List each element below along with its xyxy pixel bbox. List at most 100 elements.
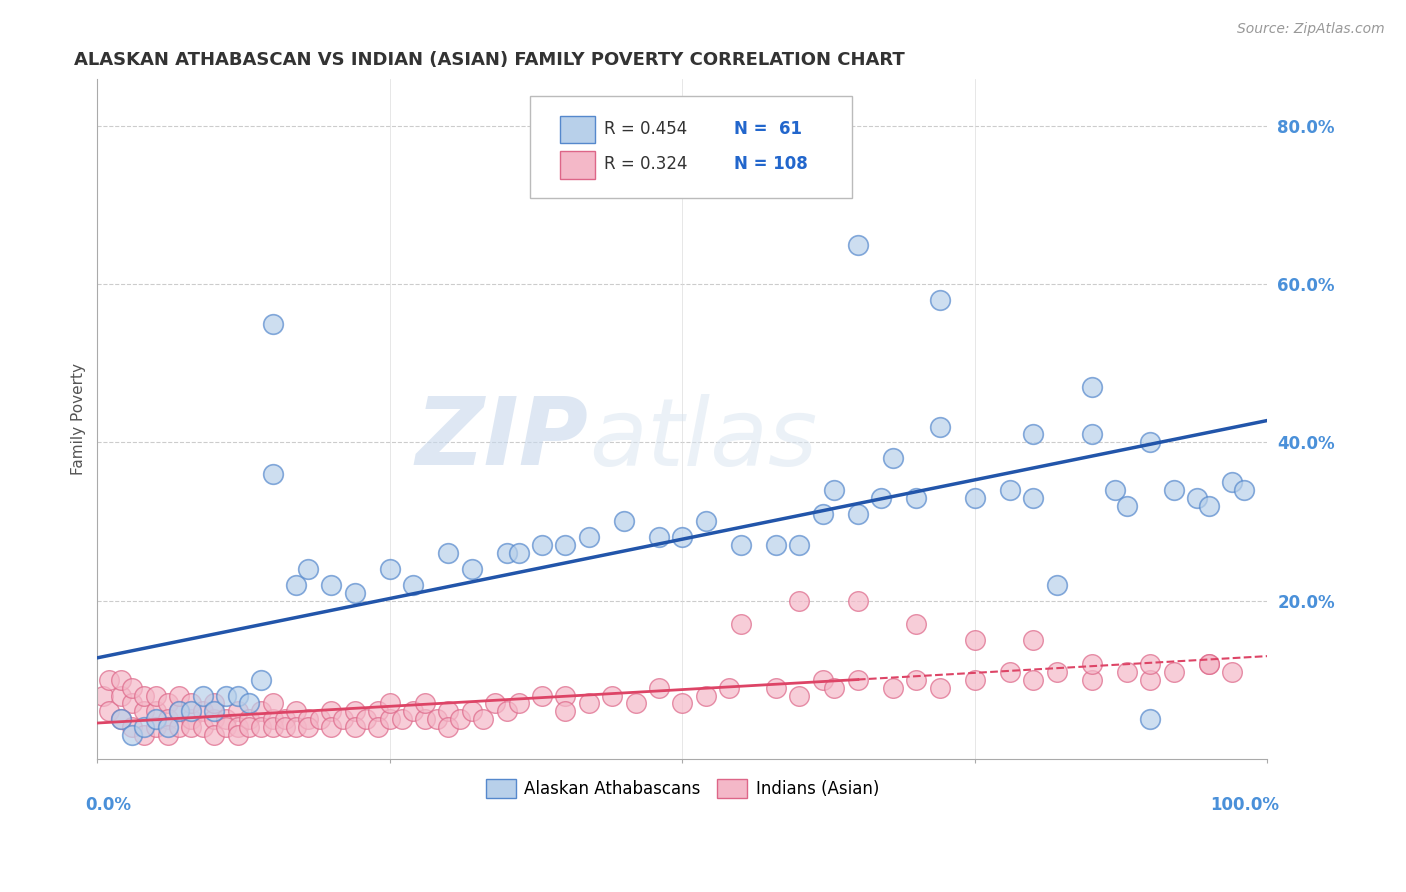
FancyBboxPatch shape xyxy=(560,116,595,144)
Point xyxy=(765,681,787,695)
Point xyxy=(413,712,436,726)
Point xyxy=(180,720,202,734)
Point xyxy=(250,720,273,734)
Point xyxy=(789,119,811,133)
Point xyxy=(134,689,156,703)
Point xyxy=(262,467,284,481)
Point xyxy=(273,720,295,734)
Text: ALASKAN ATHABASCAN VS INDIAN (ASIAN) FAMILY POVERTY CORRELATION CHART: ALASKAN ATHABASCAN VS INDIAN (ASIAN) FAM… xyxy=(75,51,904,69)
Point xyxy=(1022,633,1045,648)
Point xyxy=(882,451,904,466)
Point xyxy=(928,681,950,695)
Text: atlas: atlas xyxy=(589,393,817,484)
Point xyxy=(1198,499,1220,513)
Point xyxy=(145,712,167,726)
Point xyxy=(134,728,156,742)
Point xyxy=(613,515,636,529)
Point xyxy=(215,720,238,734)
Point xyxy=(671,530,693,544)
Point xyxy=(1022,427,1045,442)
Point xyxy=(156,712,179,726)
Point xyxy=(624,697,647,711)
Point xyxy=(110,673,132,687)
Point xyxy=(554,538,576,552)
Point xyxy=(413,697,436,711)
Point xyxy=(928,419,950,434)
Point xyxy=(1116,499,1139,513)
Point xyxy=(121,728,143,742)
Point xyxy=(308,712,330,726)
Point xyxy=(1081,657,1104,671)
Point xyxy=(554,689,576,703)
Point xyxy=(1198,657,1220,671)
Text: R = 0.454: R = 0.454 xyxy=(605,120,688,138)
Point xyxy=(648,681,671,695)
Point xyxy=(789,689,811,703)
Point xyxy=(998,665,1021,679)
Point xyxy=(1081,427,1104,442)
Point xyxy=(215,712,238,726)
Point xyxy=(1220,665,1243,679)
Point xyxy=(191,704,214,718)
Point xyxy=(1046,578,1069,592)
Point xyxy=(297,712,319,726)
Point xyxy=(98,673,121,687)
Point xyxy=(437,704,460,718)
Text: Source: ZipAtlas.com: Source: ZipAtlas.com xyxy=(1237,22,1385,37)
Point xyxy=(250,704,273,718)
Point xyxy=(824,681,846,695)
Point xyxy=(1198,657,1220,671)
Point xyxy=(496,546,519,560)
Point xyxy=(262,697,284,711)
Point xyxy=(262,712,284,726)
Point xyxy=(600,689,623,703)
Y-axis label: Family Poverty: Family Poverty xyxy=(72,363,86,475)
Point xyxy=(905,673,928,687)
Point xyxy=(121,681,143,695)
Point xyxy=(238,720,260,734)
Point xyxy=(215,689,238,703)
Point xyxy=(391,712,413,726)
Point xyxy=(765,538,787,552)
Point xyxy=(402,578,425,592)
Point xyxy=(1187,491,1209,505)
Point xyxy=(285,578,308,592)
Point xyxy=(285,704,308,718)
Point xyxy=(963,491,986,505)
Point xyxy=(1081,673,1104,687)
Text: 0.0%: 0.0% xyxy=(86,797,132,814)
Point xyxy=(343,720,366,734)
Point xyxy=(1139,673,1161,687)
Point xyxy=(648,530,671,544)
Point xyxy=(145,720,167,734)
Point xyxy=(461,562,484,576)
Point xyxy=(145,689,167,703)
Point xyxy=(1139,657,1161,671)
Point xyxy=(789,538,811,552)
Point xyxy=(695,515,717,529)
Point xyxy=(905,491,928,505)
Point xyxy=(426,712,449,726)
Point xyxy=(378,712,401,726)
Point xyxy=(343,585,366,599)
Point xyxy=(226,704,249,718)
Point xyxy=(321,578,343,592)
Point xyxy=(530,538,553,552)
Legend: Alaskan Athabascans, Indians (Asian): Alaskan Athabascans, Indians (Asian) xyxy=(479,772,886,805)
Point xyxy=(167,720,190,734)
Point xyxy=(121,720,143,734)
Point xyxy=(110,712,132,726)
Point xyxy=(343,704,366,718)
Point xyxy=(156,720,179,734)
Point xyxy=(437,546,460,560)
Point xyxy=(718,681,741,695)
Point xyxy=(297,720,319,734)
Point xyxy=(882,681,904,695)
Point xyxy=(1022,491,1045,505)
Point xyxy=(963,673,986,687)
Point xyxy=(1163,665,1185,679)
Text: N = 108: N = 108 xyxy=(734,155,807,173)
Text: N =  61: N = 61 xyxy=(734,120,801,138)
Point xyxy=(730,617,752,632)
Point xyxy=(998,483,1021,497)
